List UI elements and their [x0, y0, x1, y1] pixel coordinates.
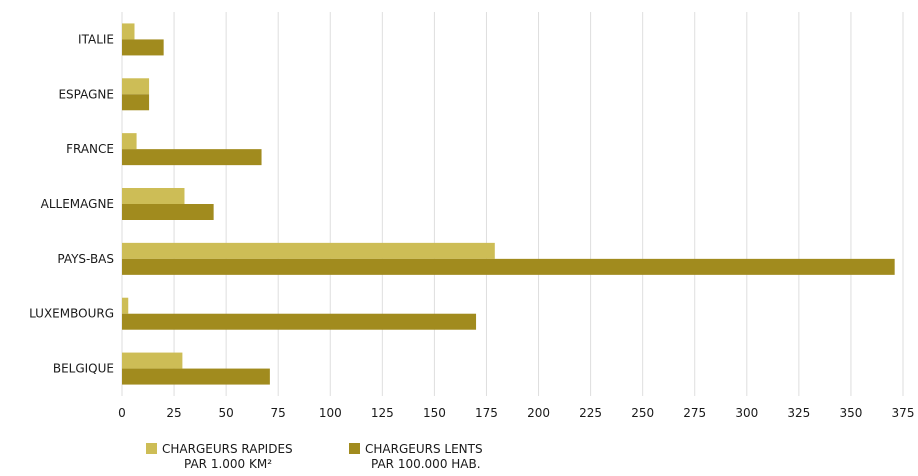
x-tick-label: 100 — [319, 406, 342, 420]
x-tick-label: 275 — [683, 406, 706, 420]
bar-slow — [122, 149, 262, 166]
bar-fast — [122, 78, 150, 95]
category-label: LUXEMBOURG — [29, 307, 114, 321]
category-label: FRANCE — [66, 142, 114, 156]
x-tick-label: 325 — [787, 406, 810, 420]
category-label: PAYS-BAS — [57, 252, 114, 266]
bar-slow — [122, 39, 164, 56]
x-tick-label: 375 — [892, 406, 915, 420]
bar-slow — [122, 258, 895, 275]
x-tick-label: 200 — [527, 406, 550, 420]
category-label: ALLEMAGNE — [41, 197, 114, 211]
bar-chart: 0 25 50 75 100 125 150 175 200 225 250 275 300 325 350… — [29, 12, 915, 420]
bar-fast — [122, 297, 129, 314]
legend-label-fast-line2: PAR 1.000 KM² — [184, 457, 273, 471]
x-tick-label: 175 — [475, 406, 498, 420]
x-tick-label: 25 — [166, 406, 181, 420]
legend-swatch-slow — [349, 443, 360, 454]
category-label: ITALIE — [78, 32, 114, 46]
bar-fast — [122, 133, 137, 150]
bar-slow — [122, 94, 150, 111]
x-tick-label: 225 — [579, 406, 602, 420]
x-tick-label: 250 — [631, 406, 654, 420]
legend-label-slow-line2: PAR 100.000 HAB. — [371, 457, 481, 471]
bar-slow — [122, 368, 270, 385]
bar-slow — [122, 204, 214, 220]
x-tick-label: 75 — [271, 406, 286, 420]
x-tick-label: 150 — [423, 406, 446, 420]
bar-fast — [122, 352, 183, 369]
bar-fast — [122, 23, 135, 40]
bar-slow — [122, 313, 477, 330]
x-tick-label: 350 — [839, 406, 862, 420]
legend-swatch-fast — [146, 443, 157, 454]
category-label: ESPAGNE — [58, 87, 114, 101]
legend-label-slow-line1: CHARGEURS LENTS — [365, 442, 483, 456]
bar-fast — [122, 188, 185, 204]
bar-fast — [122, 242, 495, 259]
x-tick-label: 0 — [118, 406, 126, 420]
x-tick-label: 300 — [735, 406, 758, 420]
legend-label-fast-line1: CHARGEURS RAPIDES — [162, 442, 293, 456]
x-tick-label: 125 — [371, 406, 394, 420]
x-tick-label: 50 — [218, 406, 233, 420]
category-label: BELGIQUE — [53, 362, 114, 376]
